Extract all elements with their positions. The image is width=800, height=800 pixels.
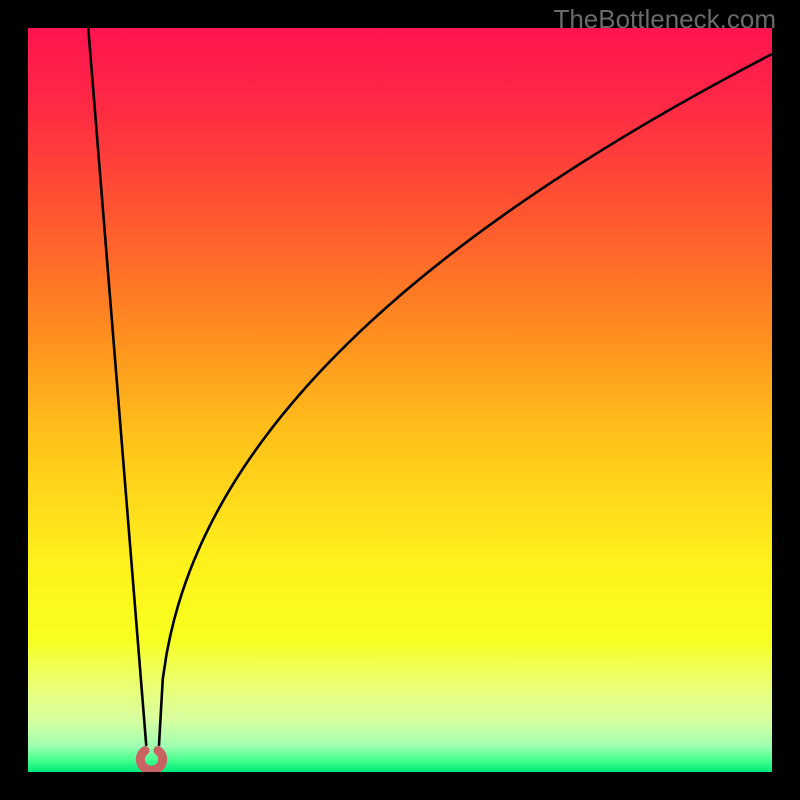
- plot-svg: [28, 28, 772, 772]
- watermark-text: TheBottleneck.com: [553, 4, 776, 35]
- chart-stage: TheBottleneck.com: [0, 0, 800, 800]
- gradient-plot: [28, 28, 772, 772]
